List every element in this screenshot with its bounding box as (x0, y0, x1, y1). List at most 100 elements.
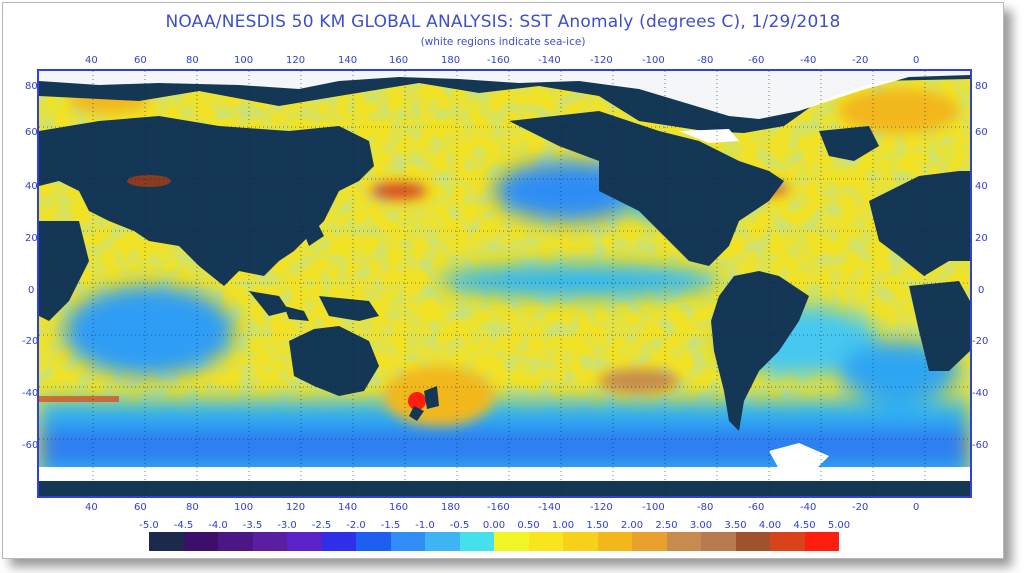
lon-label-bottom: -60 (748, 502, 765, 513)
lat-label-right: -60 (972, 440, 989, 451)
colorbar-swatch (321, 532, 356, 551)
colorbar-swatch (149, 532, 184, 551)
lat-label-right: 0 (978, 285, 985, 296)
lat-label-left: 0 (28, 285, 35, 296)
lon-label-bottom: 100 (234, 502, 254, 513)
colorbar-swatch (494, 532, 529, 551)
colorbar-swatch (356, 532, 391, 551)
colorbar-label: 0.50 (517, 520, 540, 531)
colorbar-label: -3.0 (277, 520, 297, 531)
lon-label-top: 140 (338, 55, 358, 66)
lon-label-top: -160 (487, 55, 510, 66)
colorbar-label: 2.50 (655, 520, 678, 531)
lon-label-top: 180 (441, 55, 461, 66)
colorbar-label: -5.0 (139, 520, 159, 531)
lat-label-right: -20 (972, 336, 989, 347)
map-subtitle: (white regions indicate sea-ice) (420, 36, 586, 48)
lon-label-top: 120 (286, 55, 306, 66)
colorbar-swatch (666, 532, 701, 551)
colorbar-label: 2.00 (620, 520, 644, 531)
lon-label-top: 160 (389, 55, 409, 66)
lat-label-right: -40 (972, 388, 989, 399)
lon-label-top: -120 (590, 55, 613, 66)
colorbar-label: 4.50 (793, 520, 816, 531)
colorbar-swatch (183, 532, 218, 551)
lon-label-bottom: -80 (697, 502, 714, 513)
lat-label-right: 80 (975, 81, 988, 92)
map-canvas (39, 71, 970, 496)
lat-label-left: 80 (25, 81, 38, 92)
colorbar-label: 3.00 (689, 520, 713, 531)
colorbar-label: -1.5 (380, 520, 401, 531)
colorbar-swatch (735, 532, 770, 551)
lon-label-bottom: 140 (338, 502, 358, 513)
colorbar-label: -1.0 (415, 520, 435, 531)
lon-label-bottom: 160 (389, 502, 409, 513)
colorbar-swatch (701, 532, 736, 551)
colorbar-swatch (804, 532, 839, 551)
colorbar-swatch (459, 532, 494, 551)
colorbar-swatch (528, 532, 563, 551)
colorbar-swatch (770, 532, 805, 551)
colorbar-label: -2.5 (311, 520, 332, 531)
colorbar-swatch (632, 532, 667, 551)
lon-label-bottom: -140 (538, 502, 561, 513)
colorbar-label: 1.50 (586, 520, 609, 531)
colorbar-swatch (218, 532, 253, 551)
sst-anomaly-map (37, 69, 972, 498)
lon-label-bottom: 120 (286, 502, 306, 513)
colorbar-swatch (252, 532, 287, 551)
lon-label-top: -100 (642, 55, 665, 66)
lon-label-top: -140 (538, 55, 561, 66)
lat-label-right: 40 (975, 181, 988, 192)
lon-label-top: -80 (697, 55, 714, 66)
figure-frame: NOAA/NESDIS 50 KM GLOBAL ANALYSIS: SST A… (2, 2, 1004, 559)
lon-label-top: 40 (85, 55, 98, 66)
colorbar-label: -2.0 (346, 520, 366, 531)
colorbar-label: 5.00 (827, 520, 851, 531)
lon-label-bottom: 40 (85, 502, 98, 513)
warm-band-west (39, 396, 119, 402)
lon-label-bottom: 80 (186, 502, 199, 513)
colorbar-swatch (597, 532, 632, 551)
lon-label-bottom: 60 (134, 502, 147, 513)
colorbar-label: -4.5 (173, 520, 194, 531)
colorbar-label: 0.00 (482, 520, 506, 531)
colorbar-label: -3.5 (242, 520, 263, 531)
lake-anomaly-caspian (127, 175, 171, 187)
lon-label-top: 0 (913, 55, 920, 66)
colorbar-label: 3.50 (724, 520, 747, 531)
lon-label-bottom: -160 (487, 502, 510, 513)
hotspot-tasman (408, 392, 426, 410)
lon-label-top: 80 (186, 55, 199, 66)
lon-label-top: -60 (748, 55, 765, 66)
lat-label-left: -40 (22, 388, 39, 399)
colorbar-label: 4.00 (758, 520, 782, 531)
lon-label-top: 60 (134, 55, 147, 66)
colorbar-swatch (425, 532, 460, 551)
lat-label-left: -20 (22, 336, 39, 347)
sea-ice (39, 71, 970, 481)
lat-label-left: 40 (25, 181, 38, 192)
colorbar-label: -0.5 (449, 520, 470, 531)
map-title: NOAA/NESDIS 50 KM GLOBAL ANALYSIS: SST A… (165, 12, 841, 32)
lon-label-bottom: -100 (642, 502, 665, 513)
colorbar-swatch (563, 532, 598, 551)
colorbar-swatch (287, 532, 322, 551)
colorbar (149, 532, 839, 551)
lon-label-bottom: 0 (913, 502, 920, 513)
colorbar-swatch (390, 532, 425, 551)
lon-label-top: -40 (800, 55, 817, 66)
lon-label-bottom: -40 (800, 502, 817, 513)
graticule (39, 71, 970, 496)
lon-label-top: -20 (852, 55, 869, 66)
lat-label-left: 60 (25, 127, 38, 138)
lon-label-bottom: -20 (852, 502, 869, 513)
lat-label-right: 60 (975, 127, 988, 138)
lon-label-bottom: 180 (441, 502, 461, 513)
lat-label-left: 20 (25, 233, 38, 244)
lat-label-right: 20 (975, 233, 988, 244)
lon-label-bottom: -120 (590, 502, 613, 513)
colorbar-label: 1.00 (551, 520, 575, 531)
lat-label-left: -60 (22, 440, 39, 451)
